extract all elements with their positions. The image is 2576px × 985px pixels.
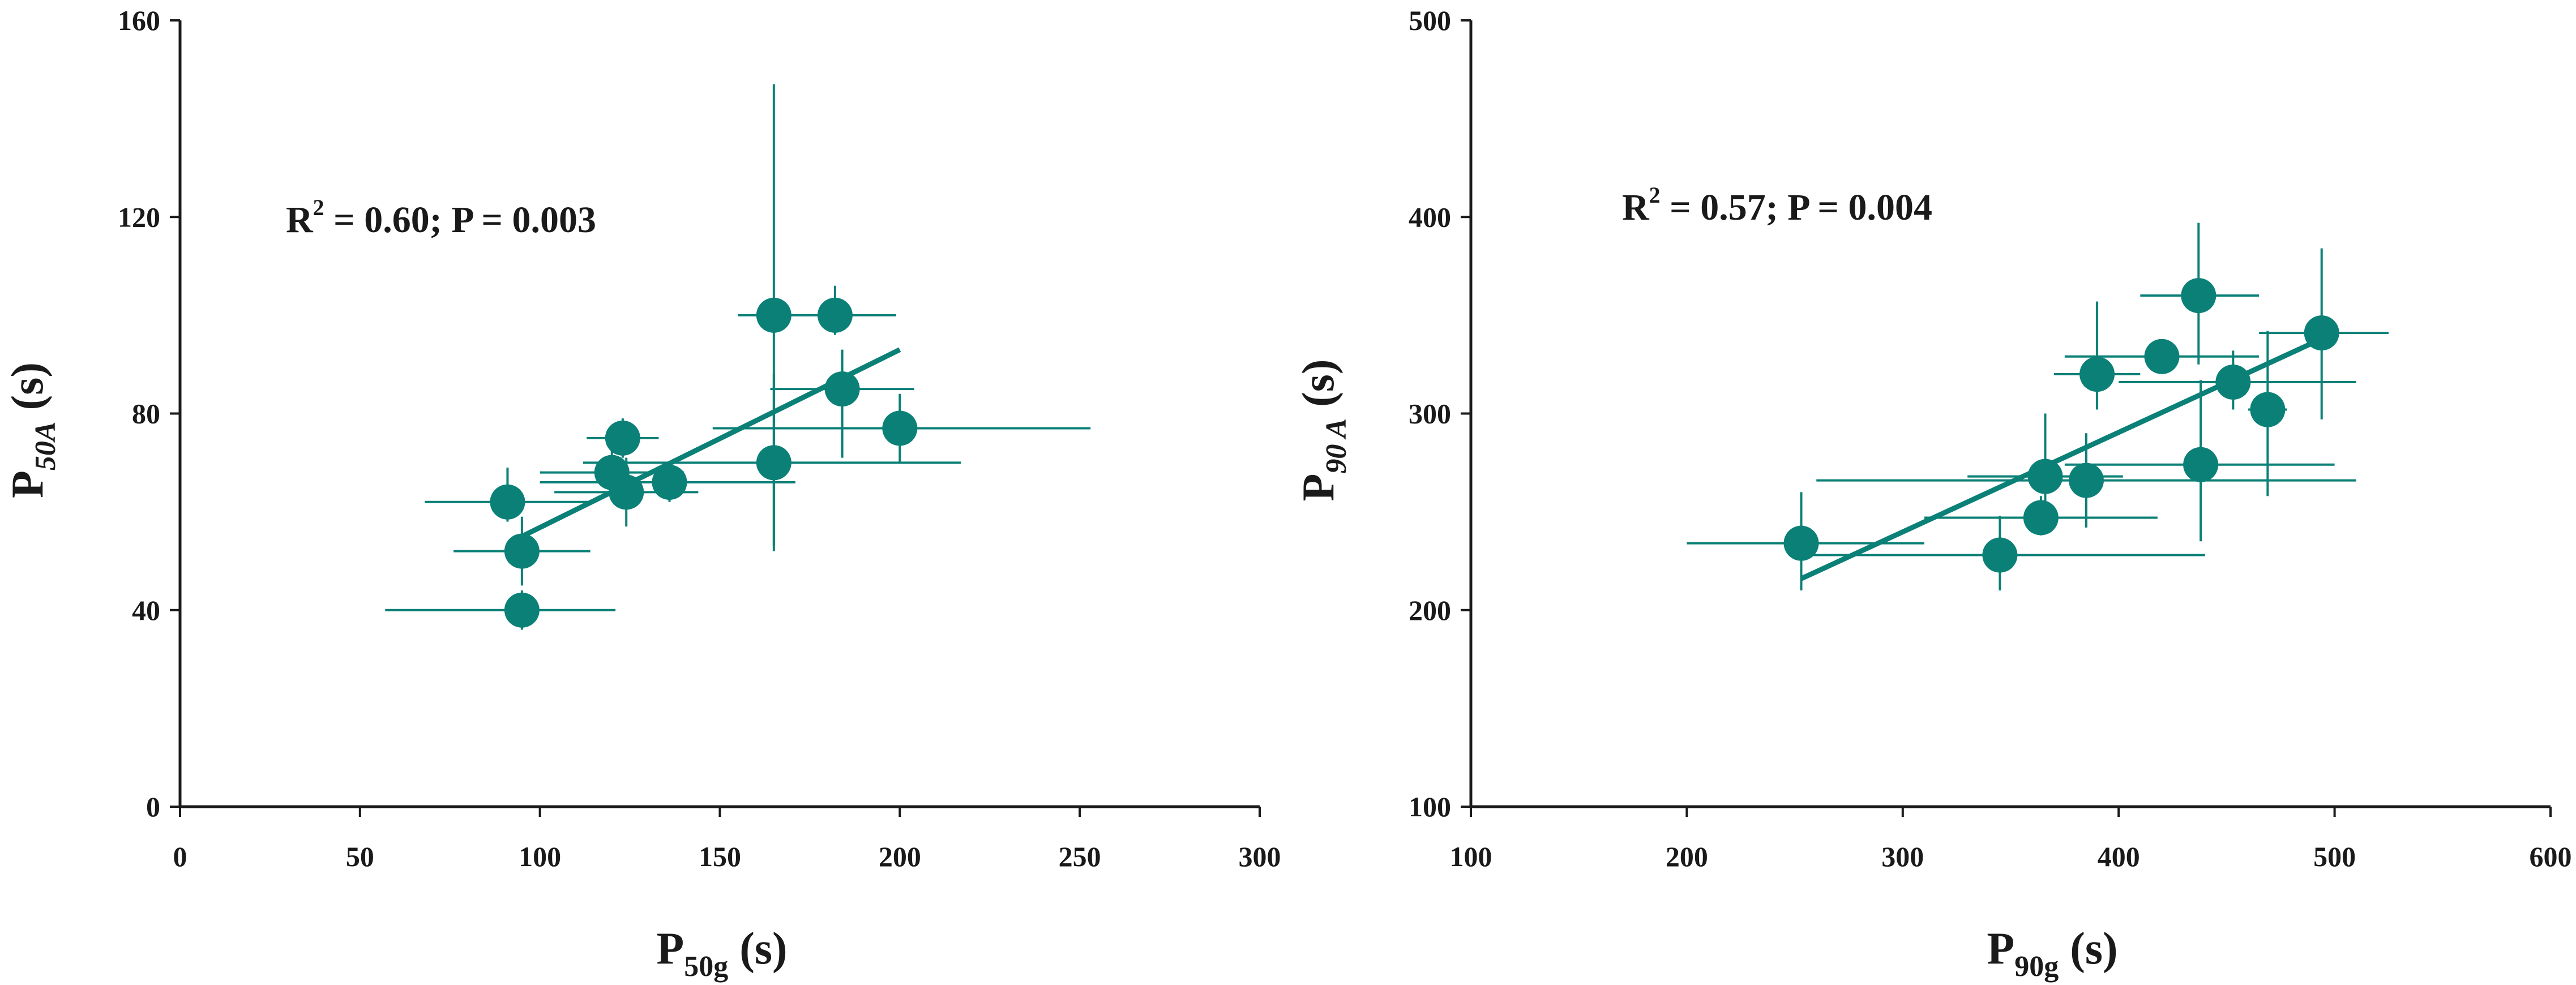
annot-stats: = 0.60; P = 0.003 bbox=[324, 199, 596, 241]
data-point bbox=[2250, 392, 2286, 427]
data-point bbox=[609, 474, 644, 510]
x-axis-title-unit: (s) bbox=[2059, 924, 2117, 974]
data-point bbox=[2183, 447, 2219, 482]
y-tick-label: 40 bbox=[132, 594, 160, 626]
annot-r-label: R bbox=[1622, 187, 1650, 228]
y-tick-label: 80 bbox=[132, 398, 160, 430]
x-tick-label: 200 bbox=[1666, 841, 1708, 872]
y-axis-title-sub: 50A bbox=[29, 421, 62, 470]
data-point bbox=[504, 592, 540, 628]
data-point bbox=[824, 371, 860, 407]
x-tick-label: 50 bbox=[346, 841, 374, 872]
data-point bbox=[652, 465, 687, 500]
y-axis-title-main: P bbox=[1294, 474, 1343, 502]
data-point bbox=[2304, 315, 2339, 351]
x-tick-label: 400 bbox=[2098, 841, 2140, 872]
y-tick-label: 100 bbox=[1409, 791, 1451, 823]
x-axis-title-main: P bbox=[1987, 924, 2014, 974]
data-point bbox=[756, 445, 791, 481]
x-axis-title: P50g (s) bbox=[656, 924, 787, 983]
y-axis-title-unit: (s) bbox=[1294, 359, 1343, 418]
x-tick-label: 300 bbox=[1881, 841, 1924, 872]
points-layer bbox=[490, 297, 918, 628]
data-point bbox=[504, 533, 540, 569]
error-bars-layer bbox=[385, 84, 1091, 630]
y-tick-label: 160 bbox=[118, 5, 160, 36]
x-axis-title: P90g (s) bbox=[1987, 924, 2117, 983]
data-point bbox=[2068, 462, 2104, 498]
x-tick-label: 500 bbox=[2313, 841, 2356, 872]
y-tick-label: 120 bbox=[118, 201, 160, 233]
annot-r-label: R bbox=[286, 199, 314, 241]
y-axis-title: P50A (s) bbox=[3, 362, 62, 498]
y-tick-label: 200 bbox=[1409, 594, 1451, 626]
data-point bbox=[1982, 537, 2018, 573]
ticks-layer: 0 50 100 150 200 250 300 0 40 80 120 160 bbox=[118, 5, 1281, 872]
x-axis-title-sub: 90g bbox=[2014, 950, 2059, 983]
x-axis-title-unit: (s) bbox=[728, 924, 787, 974]
y-tick-label: 300 bbox=[1409, 398, 1451, 430]
data-point bbox=[1783, 525, 1819, 561]
x-tick-label: 100 bbox=[519, 841, 561, 872]
annot-r-power: 2 bbox=[1649, 182, 1661, 208]
y-tick-label: 400 bbox=[1409, 201, 1451, 233]
r-squared-annotation: R2 = 0.57; P = 0.004 bbox=[1622, 182, 1932, 228]
data-point bbox=[2027, 459, 2063, 494]
x-tick-label: 150 bbox=[699, 841, 741, 872]
x-tick-label: 200 bbox=[879, 841, 921, 872]
data-point bbox=[2215, 364, 2251, 400]
x-tick-label: 600 bbox=[2530, 841, 2572, 872]
ticks-layer: 100 200 300 400 500 600 100 200 300 400 500 bbox=[1409, 5, 2572, 872]
y-tick-label: 500 bbox=[1409, 5, 1451, 36]
x-tick-label: 250 bbox=[1059, 841, 1101, 872]
x-tick-label: 100 bbox=[1450, 841, 1492, 872]
x-tick-label: 0 bbox=[173, 841, 187, 872]
data-point bbox=[882, 410, 918, 446]
y-tick-label: 0 bbox=[146, 791, 160, 823]
y-axis-title-sub: 90 A bbox=[1320, 418, 1353, 474]
x-axis-title-sub: 50g bbox=[684, 950, 728, 983]
axes-layer bbox=[178, 20, 1260, 808]
x-tick-label: 300 bbox=[1239, 841, 1281, 872]
data-point bbox=[490, 484, 525, 520]
x-axis-title-main: P bbox=[656, 924, 684, 974]
y-axis-title: P90 A (s) bbox=[1294, 359, 1353, 501]
axes-layer bbox=[1469, 20, 2551, 808]
y-axis-title-unit: (s) bbox=[3, 362, 53, 421]
chart-panel-p50: 0 50 100 150 200 250 300 0 40 80 120 160 R2 = 0.60;… bbox=[3, 5, 1281, 983]
data-point bbox=[605, 420, 640, 456]
data-point bbox=[756, 297, 791, 333]
data-point bbox=[2144, 339, 2180, 374]
data-point bbox=[2023, 500, 2059, 536]
annot-stats: = 0.57; P = 0.004 bbox=[1661, 187, 1932, 228]
data-point bbox=[2079, 357, 2115, 392]
data-point bbox=[817, 297, 853, 333]
y-axis-title-main: P bbox=[3, 470, 53, 498]
points-layer bbox=[1783, 278, 2339, 573]
data-point bbox=[2181, 278, 2216, 314]
chart-panel-p90: 100 200 300 400 500 600 100 200 300 400 500 R2 = 0… bbox=[1294, 5, 2572, 983]
r-squared-annotation: R2 = 0.60; P = 0.003 bbox=[286, 195, 596, 241]
annot-r-power: 2 bbox=[313, 195, 324, 220]
